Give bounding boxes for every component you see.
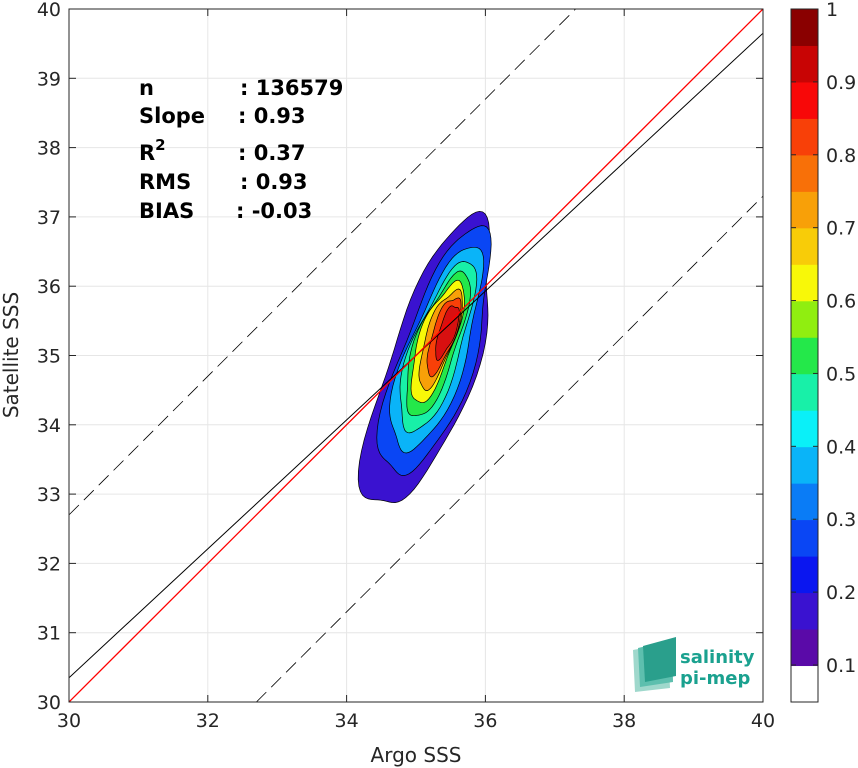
colorbar-segment — [791, 446, 818, 484]
salinity-pimep-logo: salinity pi-mep — [633, 637, 755, 692]
x-tick-label: 30 — [57, 710, 81, 732]
stat-value-n: : 136579 — [240, 76, 343, 100]
colorbar-tick-label: 0.2 — [826, 582, 856, 604]
x-tick-label: 34 — [335, 710, 359, 732]
y-axis-label: Satellite SSS — [0, 292, 23, 418]
colorbar-tick-label: 0.7 — [826, 218, 856, 240]
y-tick-label: 32 — [37, 553, 61, 575]
lower-bound-line — [256, 195, 763, 702]
y-axis-ticks: 30 31 32 33 34 35 36 37 38 39 40 — [37, 0, 763, 714]
stat-label-n: n — [139, 76, 154, 100]
y-tick-label: 31 — [37, 623, 61, 645]
stat-label-superscript: 2 — [155, 136, 165, 154]
x-tick-label: 32 — [196, 710, 220, 732]
colorbar-tick-label: 0.5 — [826, 363, 856, 385]
colorbar-segment — [791, 300, 818, 338]
colorbar-segment — [791, 118, 818, 156]
y-tick-label: 39 — [37, 68, 61, 90]
colorbar-segment — [791, 81, 818, 119]
y-tick-label: 35 — [37, 346, 61, 368]
colorbar-segment — [791, 665, 818, 703]
y-tick-label: 36 — [37, 276, 61, 298]
stat-label-bias: BIAS — [139, 199, 194, 223]
reference-lines — [69, 9, 763, 702]
colorbar-segment — [791, 519, 818, 557]
colorbar: 0.1 0.2 0.3 0.4 0.5 0.6 0.7 0.8 0.9 1 — [790, 0, 856, 703]
colorbar-tick-label: 1 — [826, 0, 838, 21]
logo-line1: salinity — [680, 647, 755, 668]
colorbar-segment — [791, 373, 818, 411]
colorbar-segment — [791, 556, 818, 594]
colorbar-tick-label: 0.8 — [826, 145, 856, 167]
colorbar-segment — [791, 264, 818, 302]
colorbar-segment — [791, 191, 818, 229]
y-tick-label: 40 — [37, 0, 61, 21]
stat-value-bias: : -0.03 — [236, 199, 312, 223]
colorbar-segment — [791, 227, 818, 265]
stat-label-rms: RMS — [139, 170, 191, 194]
colorbar-segment — [791, 337, 818, 375]
stat-value-rms: : 0.93 — [240, 170, 308, 194]
stat-value-r: : 0.37 — [238, 141, 306, 165]
y-tick-label: 30 — [37, 692, 61, 714]
x-axis-ticks: 30 32 34 36 38 40 — [57, 9, 775, 732]
colorbar-segment — [791, 629, 818, 667]
x-tick-label: 36 — [473, 710, 497, 732]
x-tick-label: 40 — [751, 710, 775, 732]
one-to-one-line — [69, 9, 763, 702]
x-axis-label: Argo SSS — [371, 743, 462, 767]
contour-level-8 — [435, 305, 460, 361]
stat-value-slope: : 0.93 — [238, 104, 306, 128]
colorbar-tick-label: 0.3 — [826, 509, 856, 531]
colorbar-tick-label: 0.9 — [826, 72, 856, 94]
logo-line2: pi-mep — [680, 668, 750, 689]
logo-mark-icon — [633, 637, 676, 692]
colorbar-frame — [790, 8, 819, 703]
colorbar-tick-label: 0.4 — [826, 436, 856, 458]
colorbar-segment — [791, 592, 818, 630]
colorbar-segment — [791, 154, 818, 192]
stat-label-slope: Slope — [139, 104, 205, 128]
x-tick-label: 38 — [612, 710, 636, 732]
colorbar-segment — [791, 410, 818, 448]
colorbar-tick-label: 0.1 — [826, 655, 856, 677]
density-contours — [357, 210, 492, 503]
upper-bound-line — [69, 9, 576, 516]
colorbar-tick-label: 0.6 — [826, 291, 856, 313]
y-tick-label: 38 — [37, 138, 61, 160]
colorbar-segment — [791, 483, 818, 521]
y-tick-label: 33 — [37, 484, 61, 506]
y-tick-label: 34 — [37, 415, 61, 437]
y-tick-label: 37 — [37, 207, 61, 229]
colorbar-segment — [791, 9, 818, 46]
colorbar-segment — [791, 45, 818, 83]
